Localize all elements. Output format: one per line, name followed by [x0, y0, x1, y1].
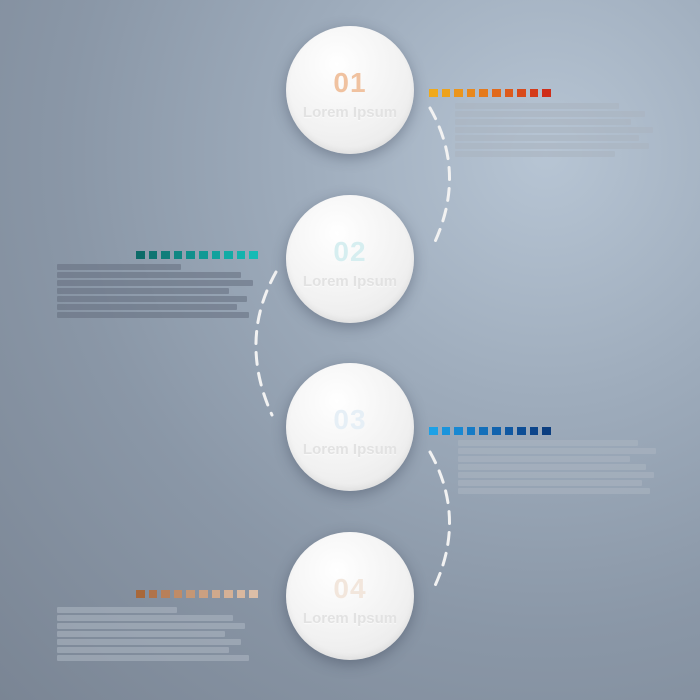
text-line [455, 111, 645, 117]
progress-dot [491, 427, 501, 435]
progress-dot [148, 251, 158, 259]
text-block-3 [458, 440, 658, 494]
progress-dot [429, 427, 438, 435]
progress-dot [173, 590, 183, 598]
step-title-2: Lorem Ipsum [302, 272, 398, 290]
progress-dot [249, 590, 258, 598]
text-line [57, 296, 247, 302]
text-line [458, 456, 630, 462]
text-line [57, 288, 229, 294]
progress-dot [136, 251, 145, 259]
step-circle-4: 04 Lorem Ipsum [286, 532, 414, 660]
text-line [455, 127, 653, 133]
step-circle-1: 01 Lorem Ipsum [286, 26, 414, 154]
text-line [57, 272, 241, 278]
step-number-4: 04 [333, 572, 367, 604]
text-line [57, 639, 241, 645]
dot-bar-1 [429, 89, 551, 97]
text-line [57, 264, 181, 270]
progress-dot [429, 89, 438, 97]
progress-dot [161, 590, 170, 598]
text-line [57, 280, 253, 286]
progress-dot [491, 89, 501, 97]
text-line [455, 103, 619, 109]
text-line [455, 135, 639, 141]
text-line [57, 615, 233, 621]
text-block-1 [455, 103, 655, 157]
text-line [458, 440, 638, 446]
text-line [57, 304, 237, 310]
progress-dot [161, 251, 170, 259]
text-line [57, 631, 225, 637]
connector-arc-1-2 [428, 106, 451, 250]
text-line [458, 464, 646, 470]
text-line [57, 647, 229, 653]
text-line [458, 472, 654, 478]
progress-dot [441, 89, 451, 97]
text-block-4 [57, 607, 257, 661]
dot-bar-4 [136, 590, 258, 598]
progress-dot [542, 427, 551, 435]
connector-arc-2-3 [254, 270, 278, 417]
progress-dot [148, 590, 158, 598]
progress-dot [224, 251, 233, 259]
text-line [455, 143, 649, 149]
progress-dot [529, 427, 539, 435]
progress-dot [236, 590, 246, 598]
progress-dot [479, 427, 488, 435]
step-number-3: 03 [333, 403, 367, 435]
progress-dot [454, 427, 463, 435]
progress-dot [466, 89, 476, 97]
progress-dot [466, 427, 476, 435]
progress-dot [198, 251, 208, 259]
text-line [458, 488, 650, 494]
progress-dot [454, 89, 463, 97]
progress-dot [198, 590, 208, 598]
progress-dot [529, 89, 539, 97]
step-number-1: 01 [333, 66, 367, 98]
progress-dot [441, 427, 451, 435]
progress-dot [173, 251, 183, 259]
progress-dot [211, 251, 221, 259]
progress-dot [542, 89, 551, 97]
text-block-2 [57, 264, 257, 318]
text-line [458, 448, 656, 454]
progress-dot [249, 251, 258, 259]
connector-arc-3-4 [428, 450, 451, 594]
dot-bar-3 [429, 427, 551, 435]
step-title-1: Lorem Ipsum [302, 103, 398, 121]
text-line [455, 119, 631, 125]
progress-dot [504, 427, 514, 435]
step-title-3: Lorem Ipsum [302, 440, 398, 458]
text-line [57, 655, 249, 661]
text-line [455, 151, 615, 157]
step-title-4: Lorem Ipsum [302, 609, 398, 627]
progress-dot [186, 251, 195, 259]
text-line [57, 607, 177, 613]
progress-dot [479, 89, 488, 97]
text-line [57, 312, 249, 318]
progress-dot [211, 590, 221, 598]
progress-dot [504, 89, 514, 97]
progress-dot [186, 590, 195, 598]
progress-dot [224, 590, 233, 598]
progress-dot [517, 89, 526, 97]
progress-dot [517, 427, 526, 435]
text-line [57, 623, 245, 629]
text-line [458, 480, 642, 486]
dot-bar-2 [136, 251, 258, 259]
progress-dot [236, 251, 246, 259]
step-circle-2: 02 Lorem Ipsum [286, 195, 414, 323]
step-circle-3: 03 Lorem Ipsum [286, 363, 414, 491]
progress-dot [136, 590, 145, 598]
step-number-2: 02 [333, 235, 367, 267]
